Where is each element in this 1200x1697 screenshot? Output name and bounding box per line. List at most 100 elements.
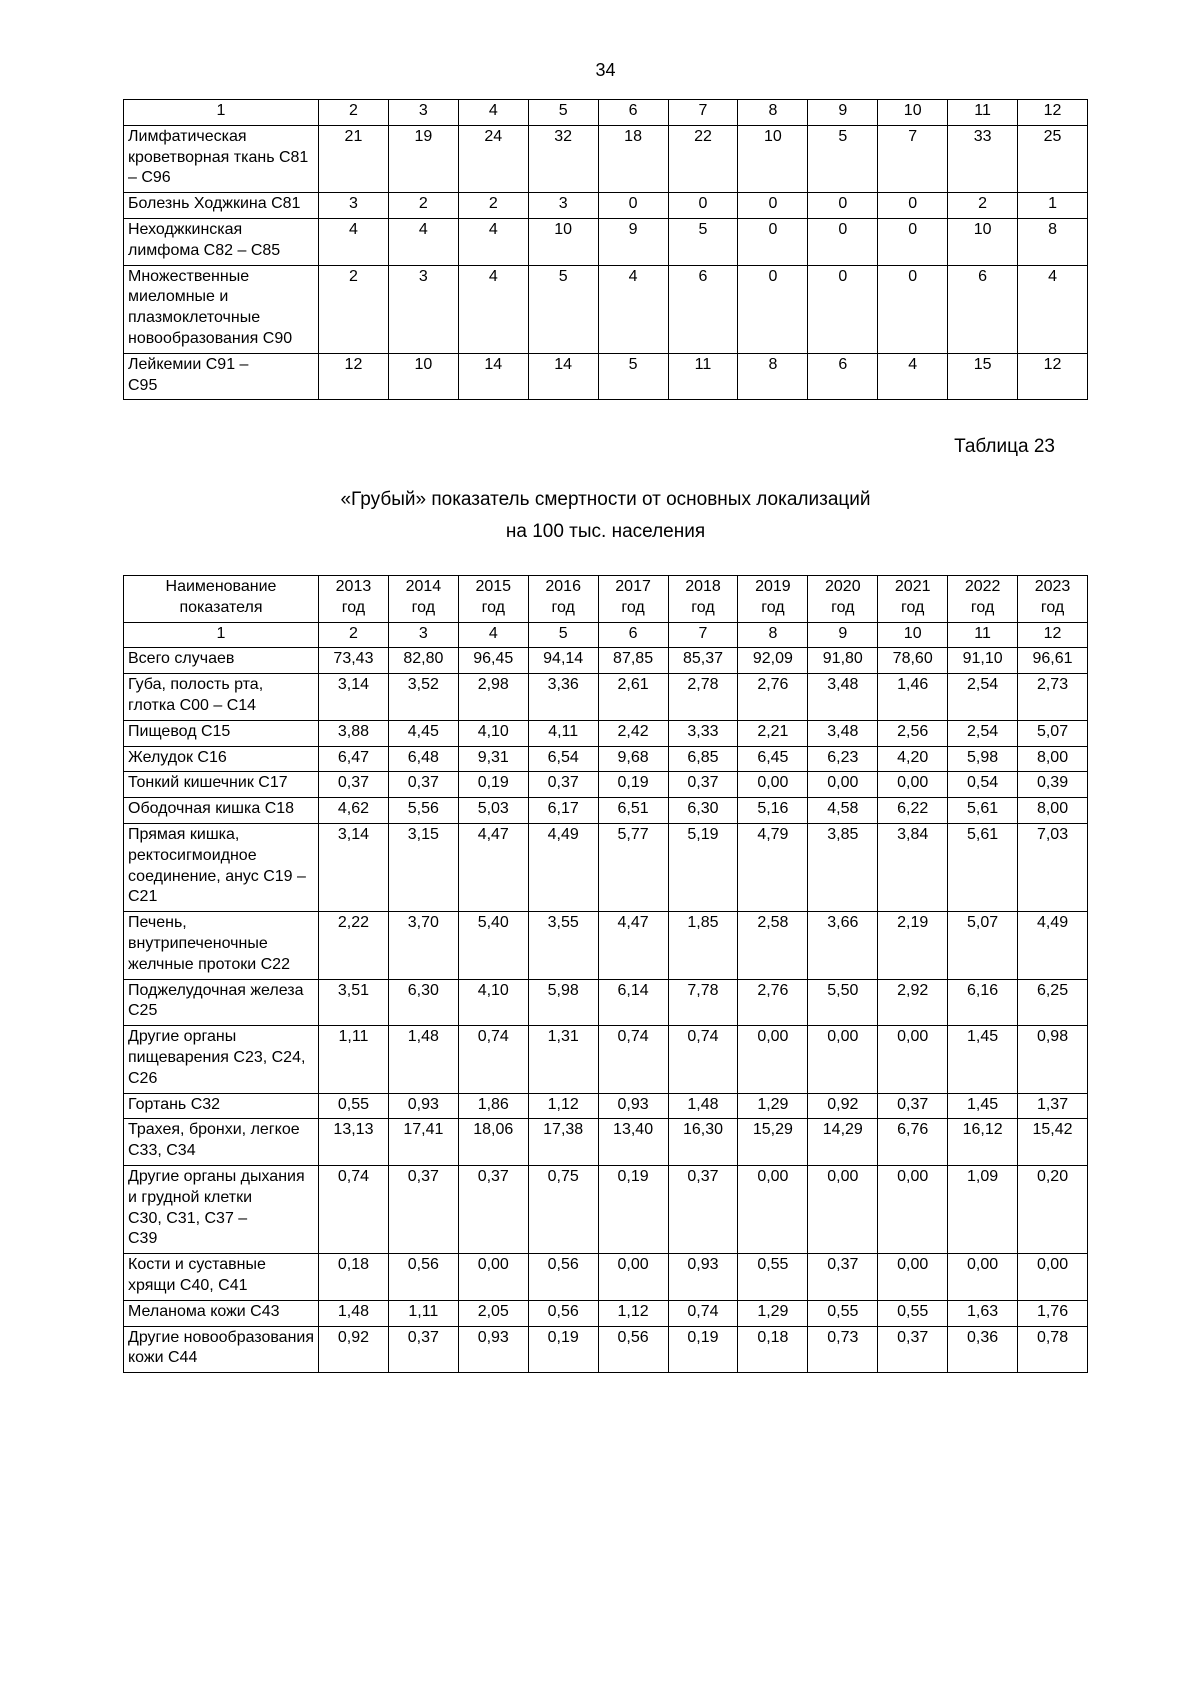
column-number-cell: 12 xyxy=(1017,99,1088,126)
year-header-cell: 2019 год xyxy=(737,575,809,623)
table-row: Множественные миеломные и плазмоклеточны… xyxy=(123,264,1088,354)
data-cell: 2,76 xyxy=(737,978,809,1027)
table-row: Лейкемии С91 – С95 12 10 14 14 5 11 8 6 4 15 12 xyxy=(123,352,1088,401)
row-label: Желудок С16 xyxy=(123,745,319,773)
data-cell: 0,00 xyxy=(807,771,879,799)
data-cell: 0,37 xyxy=(877,1092,949,1120)
data-cell: 91,10 xyxy=(947,647,1019,675)
column-number-row: 1 2 3 4 5 6 7 8 9 10 11 12 xyxy=(123,99,1088,126)
column-number-cell: 5 xyxy=(527,99,599,126)
column-number-cell: 5 xyxy=(527,621,599,649)
data-cell: 1,76 xyxy=(1017,1299,1088,1327)
data-cell: 2,22 xyxy=(318,911,389,980)
table-row: Другие новообразования кожи С44 0,92 0,37 0… xyxy=(123,1325,1088,1374)
data-cell: 5 xyxy=(597,352,669,401)
data-cell: 0 xyxy=(597,192,669,219)
data-cell: 0,00 xyxy=(877,771,949,799)
data-cell: 0,92 xyxy=(807,1092,879,1120)
table-row: Тонкий кишечник С17 0,37 0,37 0,19 0,37 0,19 0… xyxy=(123,771,1088,799)
data-cell: 4 xyxy=(457,217,529,266)
data-cell: 1,29 xyxy=(737,1092,809,1120)
data-cell: 3 xyxy=(318,192,389,219)
table-row: Прямая кишка, ректосигмоидное соединение… xyxy=(123,823,1088,913)
data-cell: 3,15 xyxy=(387,823,459,913)
data-cell: 2,21 xyxy=(737,719,809,747)
data-cell: 3,14 xyxy=(318,673,389,721)
data-cell: 4,20 xyxy=(877,745,949,773)
data-cell: 5,77 xyxy=(597,823,669,913)
row-label: Кости и суставные хрящи С40, С41 xyxy=(123,1253,319,1301)
table-title-line1: «Грубый» показатель смертности от основн… xyxy=(340,489,871,511)
data-cell: 73,43 xyxy=(318,647,389,675)
data-cell: 1,12 xyxy=(597,1299,669,1327)
data-cell: 4,47 xyxy=(597,911,669,980)
table-cancer-sites-continuation: 1 2 3 4 5 6 7 8 9 10 11 12 Лимфатическая кроветворн… xyxy=(123,99,1088,401)
data-cell: 6,17 xyxy=(527,797,599,825)
data-cell: 92,09 xyxy=(737,647,809,675)
row-label: Меланома кожи С43 xyxy=(123,1299,319,1327)
data-cell: 3,51 xyxy=(318,978,389,1027)
data-cell: 5,16 xyxy=(737,797,809,825)
year-header-cell: 2013 год xyxy=(318,575,389,623)
data-cell: 3,55 xyxy=(527,911,599,980)
data-cell: 4 xyxy=(877,352,949,401)
data-cell: 14 xyxy=(457,352,529,401)
year-header-cell: 2022 год xyxy=(947,575,1019,623)
column-number-cell: 1 xyxy=(123,621,319,649)
data-cell: 0,74 xyxy=(667,1299,739,1327)
data-cell: 4,11 xyxy=(527,719,599,747)
column-number-cell: 12 xyxy=(1017,621,1088,649)
data-cell: 6,45 xyxy=(737,745,809,773)
data-cell: 5 xyxy=(667,217,739,266)
page-number: 34 xyxy=(595,60,616,80)
data-cell: 0,37 xyxy=(877,1325,949,1374)
data-cell: 9,68 xyxy=(597,745,669,773)
year-header-cell: 2017 год xyxy=(597,575,669,623)
data-cell: 2,78 xyxy=(667,673,739,721)
data-cell: 5,98 xyxy=(527,978,599,1027)
data-cell: 0,00 xyxy=(947,1253,1019,1301)
data-cell: 0,56 xyxy=(597,1325,669,1374)
data-cell: 8 xyxy=(1017,217,1088,266)
table-caption: Таблица 23 xyxy=(954,436,1055,458)
data-cell: 5,56 xyxy=(387,797,459,825)
row-label: Множественные миеломные и плазмоклеточны… xyxy=(123,264,319,354)
data-cell: 1,31 xyxy=(527,1025,599,1094)
data-cell: 0,56 xyxy=(527,1253,599,1301)
data-cell: 1,48 xyxy=(318,1299,389,1327)
data-cell: 2,73 xyxy=(1017,673,1088,721)
row-label: Лимфатическая кроветворная ткань С81 – С… xyxy=(123,124,319,194)
data-cell: 3 xyxy=(527,192,599,219)
data-cell: 0,00 xyxy=(1017,1253,1088,1301)
data-cell: 3,52 xyxy=(387,673,459,721)
row-label: Трахея, бронхи, легкое С33, С34 xyxy=(123,1118,319,1166)
data-cell: 7,03 xyxy=(1017,823,1088,913)
table-row: Болезнь Ходжкина С81 3 2 2 3 0 0 0 0 0 2 1 xyxy=(123,192,1088,219)
data-cell: 17,38 xyxy=(527,1118,599,1166)
data-cell: 0,55 xyxy=(318,1092,389,1120)
data-cell: 1 xyxy=(1017,192,1088,219)
data-cell: 0,18 xyxy=(318,1253,389,1301)
table-row: Лимфатическая кроветворная ткань С81 – С… xyxy=(123,124,1088,194)
data-cell: 0 xyxy=(667,192,739,219)
data-cell: 2,05 xyxy=(457,1299,529,1327)
data-cell: 2 xyxy=(387,192,459,219)
year-header-cell: 2015 год xyxy=(457,575,529,623)
row-label: Тонкий кишечник С17 xyxy=(123,771,319,799)
data-cell: 1,29 xyxy=(737,1299,809,1327)
data-cell: 4,49 xyxy=(1017,911,1088,980)
row-label: Лейкемии С91 – С95 xyxy=(123,352,319,401)
data-cell: 0,93 xyxy=(457,1325,529,1374)
year-header-cell: 2023 год xyxy=(1017,575,1088,623)
data-cell: 0,00 xyxy=(807,1164,879,1255)
table-row: Поджелудочная железа С25 3,51 6,30 4,10 5,98… xyxy=(123,978,1088,1027)
data-cell: 6,30 xyxy=(667,797,739,825)
data-cell: 0,20 xyxy=(1017,1164,1088,1255)
data-cell: 0,18 xyxy=(737,1325,809,1374)
column-number-row: 1 2 3 4 5 6 7 8 9 10 11 12 xyxy=(123,621,1088,649)
data-cell: 6,85 xyxy=(667,745,739,773)
data-cell: 6,51 xyxy=(597,797,669,825)
data-cell: 0,37 xyxy=(667,1164,739,1255)
data-cell: 0,00 xyxy=(877,1164,949,1255)
data-cell: 6,54 xyxy=(527,745,599,773)
